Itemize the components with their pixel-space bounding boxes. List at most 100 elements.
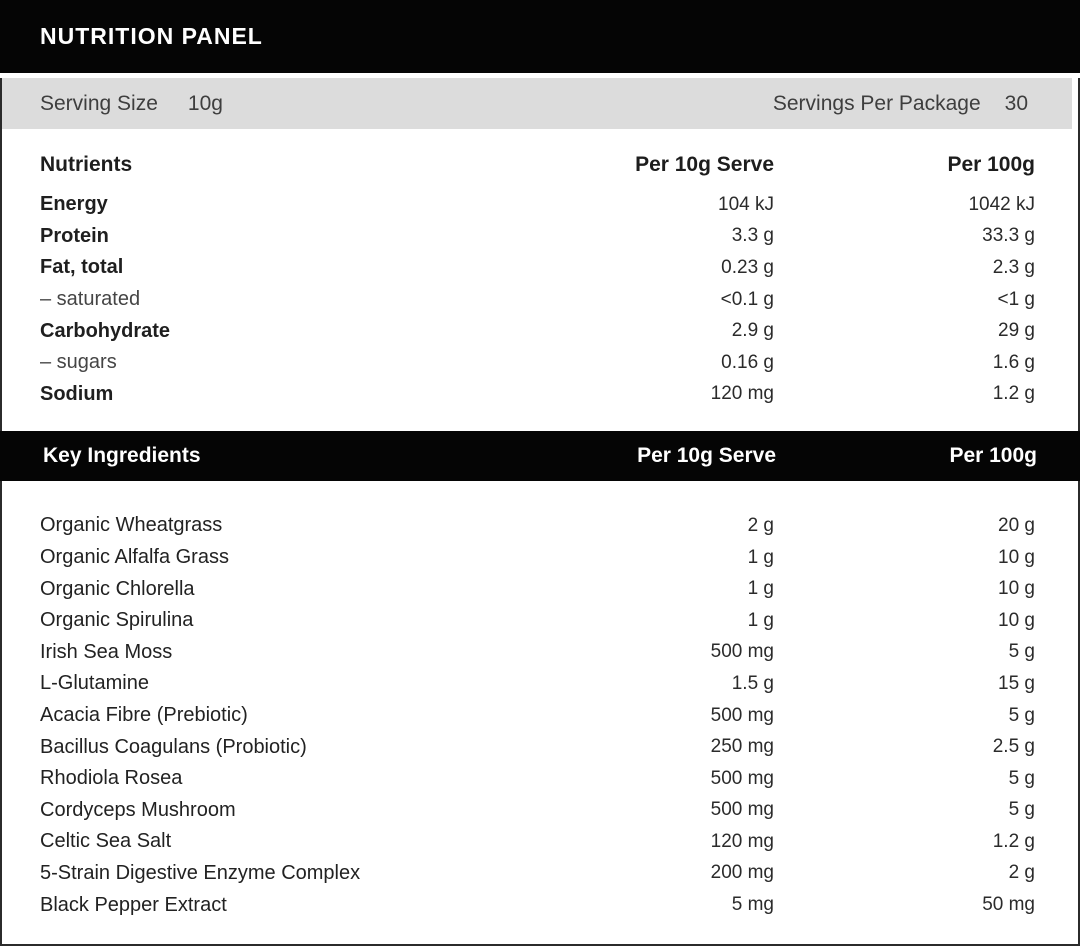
ingredient-per-serve-value: 1 g bbox=[747, 578, 774, 600]
nutrients-column-header: Nutrients bbox=[40, 153, 133, 176]
ingredient-per-serve-value: 250 mg bbox=[710, 736, 774, 758]
ingredient-per-100g-value: 2.5 g bbox=[992, 736, 1035, 758]
ingredient-label: Acacia Fibre (Prebiotic) bbox=[40, 704, 248, 727]
nutrient-per-serve-value: 3.3 g bbox=[731, 225, 774, 247]
ingredient-per-100g-value: 10 g bbox=[998, 546, 1035, 568]
nutrient-label: Fat, total bbox=[40, 256, 124, 279]
ingredient-per-100g-value: 5 g bbox=[1008, 704, 1035, 726]
ingredient-per-100g-value: 10 g bbox=[998, 609, 1035, 631]
servings-per-package-value: 30 bbox=[1004, 91, 1028, 115]
ingredient-label: L-Glutamine bbox=[40, 672, 149, 695]
ingredient-per-serve-value: 500 mg bbox=[710, 704, 774, 726]
nutrient-row: Fat, total 0.23 g 2.3 g bbox=[40, 252, 1035, 284]
nutrient-per-serve-value: 104 kJ bbox=[718, 193, 774, 215]
ingredient-label: Cordyceps Mushroom bbox=[40, 798, 236, 821]
nutrient-per-serve-value: 0.23 g bbox=[721, 256, 774, 278]
ingredient-label: Organic Spirulina bbox=[40, 609, 194, 632]
nutrient-per-100g-value: 29 g bbox=[998, 320, 1035, 342]
ingredient-per-serve-value: 500 mg bbox=[710, 767, 774, 789]
nutrient-row: – saturated <0.1 g <1 g bbox=[40, 284, 1035, 316]
ingredient-row: Celtic Sea Salt 120 mg 1.2 g bbox=[40, 826, 1035, 858]
nutrient-per-serve-value: 2.9 g bbox=[731, 320, 774, 342]
ingredient-per-100g-value: 2 g bbox=[1008, 862, 1035, 884]
nutrients-table: Energy 104 kJ 1042 kJ Protein 3.3 g 33.3… bbox=[40, 189, 1035, 410]
ingredient-row: Cordyceps Mushroom 500 mg 5 g bbox=[40, 795, 1035, 827]
ingredient-row: Organic Chlorella 1 g 10 g bbox=[40, 573, 1035, 605]
ingredient-per-serve-value: 500 mg bbox=[710, 799, 774, 821]
ingredient-per-100g-value: 5 g bbox=[1008, 767, 1035, 789]
ingredient-row: L-Glutamine 1.5 g 15 g bbox=[40, 668, 1035, 700]
nutrient-per-100g-value: 1042 kJ bbox=[968, 193, 1035, 215]
key-ingredients-header-bar: Key Ingredients Per 10g Serve Per 100g bbox=[0, 431, 1080, 482]
nutrient-label: Energy bbox=[40, 193, 108, 216]
ingredient-row: Organic Alfalfa Grass 1 g 10 g bbox=[40, 542, 1035, 574]
nutrients-section: Nutrients Per 10g Serve Per 100g Energy … bbox=[2, 129, 1078, 431]
ingredient-per-serve-value: 200 mg bbox=[710, 862, 774, 884]
ingredient-label: 5-Strain Digestive Enzyme Complex bbox=[40, 861, 361, 884]
servings-per-package-group: Servings Per Package 30 bbox=[773, 92, 1028, 116]
nutrient-per-100g-value: 33.3 g bbox=[982, 225, 1035, 247]
nutrient-label: Carbohydrate bbox=[40, 319, 171, 342]
ingredient-label: Irish Sea Moss bbox=[40, 640, 173, 663]
nutrient-row: Energy 104 kJ 1042 kJ bbox=[40, 189, 1035, 221]
serving-size-value: 10g bbox=[187, 91, 223, 115]
per-100g-column-header: Per 100g bbox=[947, 153, 1035, 176]
ingredient-per-100g-value: 20 g bbox=[998, 514, 1035, 536]
nutrient-label: Sodium bbox=[40, 382, 114, 405]
ingredient-per-100g-value: 50 mg bbox=[982, 894, 1035, 916]
nutrient-per-100g-value: <1 g bbox=[997, 288, 1035, 310]
nutrient-per-100g-value: 2.3 g bbox=[992, 256, 1035, 278]
serving-size-label: Serving Size bbox=[40, 91, 158, 115]
ingredient-label: Organic Alfalfa Grass bbox=[40, 546, 229, 569]
nutrient-row: Protein 3.3 g 33.3 g bbox=[40, 221, 1035, 253]
nutrient-label: – sugars bbox=[40, 351, 117, 374]
per-serve-column-header: Per 10g Serve bbox=[635, 153, 774, 176]
servings-per-package-label: Servings Per Package bbox=[772, 91, 981, 115]
ingredient-per-100g-value: 10 g bbox=[998, 578, 1035, 600]
ingredient-per-100g-value: 5 g bbox=[1008, 641, 1035, 663]
ingredient-per-100g-value: 15 g bbox=[998, 672, 1035, 694]
key-ingredients-column-header: Key Ingredients bbox=[43, 444, 201, 468]
serving-info-bar: Serving Size 10g Servings Per Package 30 bbox=[2, 78, 1072, 129]
ingredient-row: Irish Sea Moss 500 mg 5 g bbox=[40, 637, 1035, 669]
panel-body: Serving Size 10g Servings Per Package 30… bbox=[0, 78, 1080, 946]
ingredient-label: Celtic Sea Salt bbox=[40, 830, 172, 853]
ingredient-per-serve-value: 2 g bbox=[747, 514, 774, 536]
ingredients-per-100g-column-header: Per 100g bbox=[949, 444, 1037, 468]
ingredient-row: Organic Spirulina 1 g 10 g bbox=[40, 605, 1035, 637]
ingredient-label: Organic Chlorella bbox=[40, 577, 195, 600]
ingredient-per-100g-value: 5 g bbox=[1008, 799, 1035, 821]
nutrient-per-serve-value: <0.1 g bbox=[720, 288, 774, 310]
ingredient-label: Organic Wheatgrass bbox=[40, 514, 223, 537]
ingredient-row: 5-Strain Digestive Enzyme Complex 200 mg… bbox=[40, 858, 1035, 890]
ingredient-row: Rhodiola Rosea 500 mg 5 g bbox=[40, 763, 1035, 795]
panel-title-bar: NUTRITION PANEL bbox=[0, 0, 1080, 73]
ingredient-row: Black Pepper Extract 5 mg 50 mg bbox=[40, 889, 1035, 921]
ingredient-row: Organic Wheatgrass 2 g 20 g bbox=[40, 510, 1035, 542]
ingredient-label: Bacillus Coagulans (Probiotic) bbox=[40, 735, 307, 758]
nutrients-header-row: Nutrients Per 10g Serve Per 100g bbox=[40, 146, 1035, 184]
nutrient-row: – sugars 0.16 g 1.6 g bbox=[40, 347, 1035, 379]
nutrient-per-serve-value: 0.16 g bbox=[721, 351, 774, 373]
serving-size-group: Serving Size 10g bbox=[40, 92, 223, 116]
ingredient-row: Acacia Fibre (Prebiotic) 500 mg 5 g bbox=[40, 700, 1035, 732]
ingredient-per-serve-value: 1 g bbox=[747, 546, 774, 568]
page-title: NUTRITION PANEL bbox=[40, 23, 263, 49]
nutrient-row: Sodium 120 mg 1.2 g bbox=[40, 379, 1035, 411]
nutrient-label: – saturated bbox=[40, 288, 141, 311]
ingredient-label: Black Pepper Extract bbox=[40, 893, 227, 916]
ingredient-per-serve-value: 1.5 g bbox=[731, 672, 774, 694]
nutrient-per-serve-value: 120 mg bbox=[710, 383, 774, 405]
nutrient-row: Carbohydrate 2.9 g 29 g bbox=[40, 315, 1035, 347]
ingredient-per-serve-value: 500 mg bbox=[710, 641, 774, 663]
ingredient-per-serve-value: 5 mg bbox=[731, 894, 774, 916]
nutrient-per-100g-value: 1.6 g bbox=[992, 351, 1035, 373]
ingredients-table: Organic Wheatgrass 2 g 20 g Organic Alfa… bbox=[2, 481, 1078, 944]
ingredient-per-serve-value: 1 g bbox=[747, 609, 774, 631]
ingredient-per-100g-value: 1.2 g bbox=[992, 830, 1035, 852]
ingredient-row: Bacillus Coagulans (Probiotic) 250 mg 2.… bbox=[40, 731, 1035, 763]
nutrient-label: Protein bbox=[40, 224, 109, 247]
ingredient-per-serve-value: 120 mg bbox=[710, 830, 774, 852]
ingredients-per-serve-column-header: Per 10g Serve bbox=[637, 444, 776, 468]
